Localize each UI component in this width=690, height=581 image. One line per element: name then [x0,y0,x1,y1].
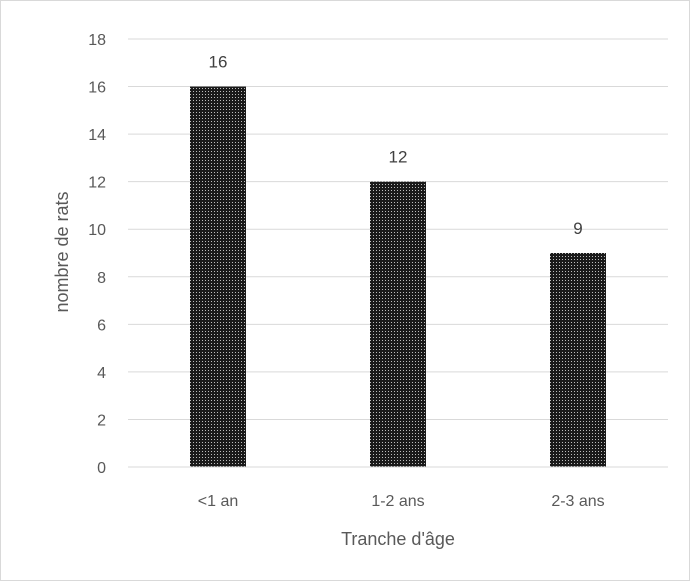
bars [190,86,606,468]
y-tick-label: 8 [97,270,106,287]
bar [550,253,606,467]
x-axis-ticks: <1 an 1-2 ans 2-3 ans [198,493,605,510]
y-tick-label: 10 [88,222,106,239]
y-tick-label: 12 [88,175,106,192]
y-tick-label: 6 [97,317,106,334]
x-tick-label: <1 an [198,493,238,510]
bar [190,86,246,468]
data-labels: 16 12 9 [209,53,583,238]
y-tick-label: 18 [88,32,106,49]
y-tick-label: 14 [88,127,106,144]
y-axis-title: nombre de rats [52,191,72,312]
y-axis-ticks: 0 2 4 6 8 10 12 14 16 18 [88,32,106,477]
y-tick-label: 0 [97,460,106,477]
x-tick-label: 2-3 ans [551,493,604,510]
data-label: 12 [389,148,408,167]
x-tick-label: 1-2 ans [371,493,424,510]
bar [370,181,426,467]
y-tick-label: 16 [88,80,106,97]
y-tick-label: 4 [97,365,106,382]
x-axis-title: Tranche d'âge [341,529,455,549]
data-label: 9 [573,219,582,238]
y-tick-label: 2 [97,412,106,429]
data-label: 16 [209,53,228,72]
